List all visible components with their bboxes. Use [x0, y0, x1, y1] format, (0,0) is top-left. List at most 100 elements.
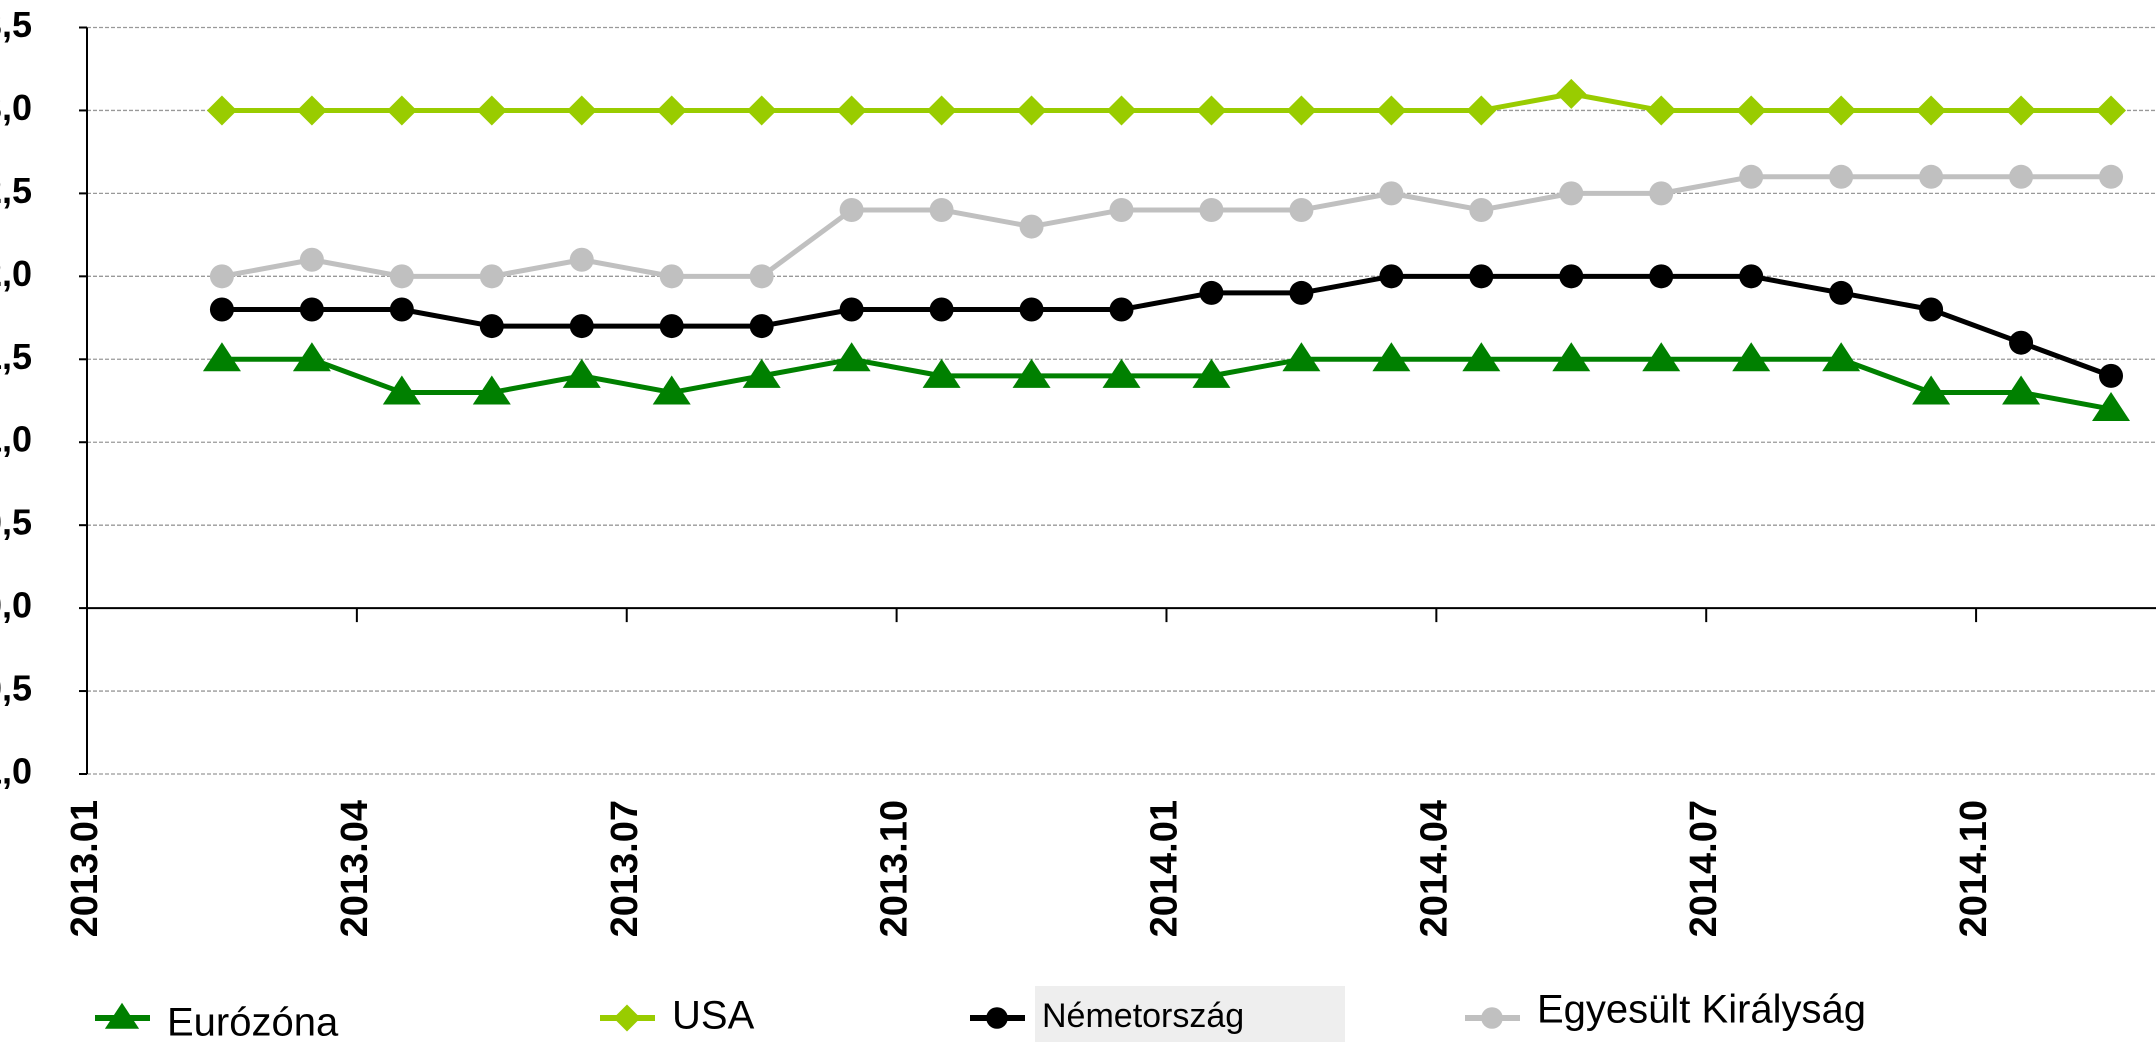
marker [1739, 264, 1764, 289]
marker [562, 358, 601, 388]
marker [1642, 342, 1681, 372]
marker [382, 375, 421, 405]
marker [839, 297, 864, 322]
y-tick-label: 1,5 [0, 336, 32, 377]
marker [1481, 1007, 1503, 1029]
y-tick-label: -1,0 [0, 751, 32, 792]
marker [209, 264, 234, 289]
marker [1109, 297, 1134, 322]
y-tick-label: 0,0 [0, 585, 32, 626]
marker [986, 1007, 1008, 1029]
series-line [221, 356, 2112, 412]
marker [472, 375, 511, 405]
marker [1559, 181, 1584, 206]
marker [1736, 95, 1767, 126]
marker [1919, 297, 1944, 322]
marker [1919, 164, 1944, 189]
marker [1559, 264, 1584, 289]
marker [2096, 95, 2127, 126]
marker [389, 264, 414, 289]
legend-label: Egyesült Királyság [1537, 988, 1866, 1032]
marker [2099, 363, 2124, 388]
marker [1286, 95, 1317, 126]
marker [1732, 342, 1771, 372]
marker [1199, 280, 1224, 305]
marker [656, 95, 687, 126]
marker [749, 264, 774, 289]
marker [209, 297, 234, 322]
legend-label: USA [672, 994, 755, 1038]
marker [1649, 181, 1674, 206]
marker [1829, 280, 1854, 305]
marker [296, 95, 327, 126]
marker [479, 264, 504, 289]
marker [922, 358, 961, 388]
marker [1199, 197, 1224, 222]
marker [836, 95, 867, 126]
y-tick-label: -0,5 [0, 668, 32, 709]
marker [299, 297, 324, 322]
legend-label: Eurózóna [167, 1001, 339, 1042]
marker [389, 297, 414, 322]
marker [1379, 181, 1404, 206]
marker [746, 95, 777, 126]
marker [1739, 164, 1764, 189]
y-tick-label: 3,0 [0, 87, 32, 128]
x-tick-label: 2014.10 [1953, 800, 1995, 937]
marker [569, 314, 594, 339]
x-tick-label: 2013.10 [874, 800, 916, 937]
marker [386, 95, 417, 126]
marker [476, 95, 507, 126]
marker [832, 342, 871, 372]
marker [479, 314, 504, 339]
marker [613, 1004, 641, 1032]
marker [1192, 358, 1231, 388]
marker [566, 95, 597, 126]
marker [569, 247, 594, 272]
marker [1102, 358, 1141, 388]
marker [1826, 95, 1857, 126]
x-tick-label: 2013.07 [604, 800, 646, 937]
marker [1469, 264, 1494, 289]
y-tick-label: 3,5 [0, 4, 32, 45]
series-line [221, 273, 2112, 379]
x-tick-label: 2013.04 [334, 800, 376, 937]
marker [1912, 375, 1951, 405]
legend-label: Németország [1042, 997, 1244, 1035]
legend-highlight [1035, 986, 1345, 1042]
x-tick-label: 2014.01 [1144, 800, 1186, 937]
x-tick-label: 2014.04 [1413, 800, 1455, 937]
marker [292, 342, 331, 372]
marker [1379, 264, 1404, 289]
marker [1109, 197, 1134, 222]
y-tick-label: 2,5 [0, 170, 32, 211]
marker [206, 95, 237, 126]
marker [1012, 358, 1051, 388]
marker [2009, 330, 2034, 355]
marker [1649, 264, 1674, 289]
marker [659, 314, 684, 339]
marker [2009, 164, 2034, 189]
marker [1556, 78, 1587, 109]
marker [1376, 95, 1407, 126]
x-tick-label: 2014.07 [1683, 800, 1725, 937]
marker [929, 297, 954, 322]
marker [1372, 342, 1411, 372]
marker [1829, 164, 1854, 189]
marker [1822, 342, 1861, 372]
y-tick-label: 1,0 [0, 419, 32, 460]
marker [1466, 95, 1497, 126]
marker [2002, 375, 2041, 405]
marker [742, 358, 781, 388]
marker [2006, 95, 2037, 126]
marker [1019, 214, 1044, 239]
marker [202, 342, 241, 372]
marker [839, 197, 864, 222]
marker [1646, 95, 1677, 126]
marker [1289, 197, 1314, 222]
marker [929, 197, 954, 222]
marker [2092, 392, 2131, 422]
marker [926, 95, 957, 126]
marker [299, 247, 324, 272]
